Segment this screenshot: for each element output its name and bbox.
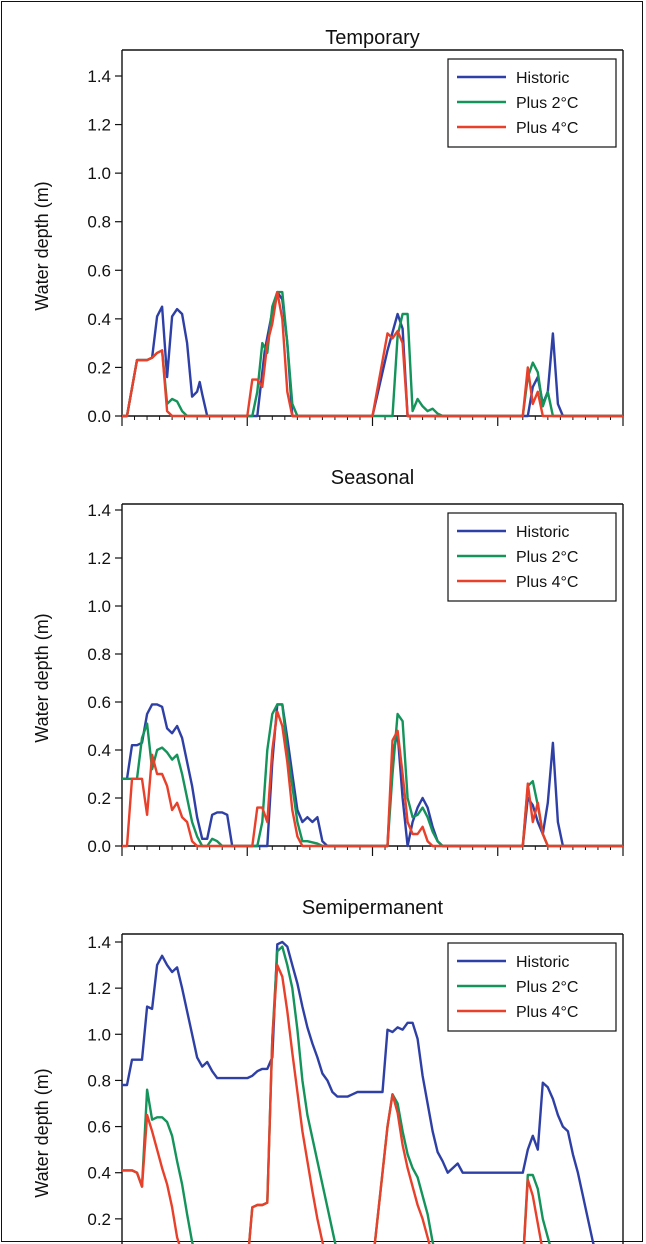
y-tick-label: 0.6	[87, 1118, 111, 1137]
series-group	[122, 940, 595, 1244]
legend: Historic Plus 2°C Plus 4°C	[447, 512, 617, 602]
y-axis-title: Water depth (m)	[32, 613, 52, 742]
y-tick-label: 0.0	[87, 407, 111, 426]
panel-title: Temporary	[325, 27, 419, 49]
series-group	[122, 703, 623, 848]
y-tick-label: 1.0	[87, 164, 111, 183]
legend-label-historic: Historic	[516, 954, 569, 971]
series-line-historic	[122, 940, 595, 1244]
panel-title: Seasonal	[331, 467, 414, 489]
series-line-plus2	[122, 290, 623, 418]
legend-label-plus4: Plus 4°C	[516, 120, 578, 137]
legend-label-plus2: Plus 2°C	[516, 979, 578, 996]
chart-panel-1: 0.0 0.2 0.4 0.6 0.8 1.0 1.2 1.4 Temporary Water d…	[32, 27, 624, 426]
y-tick-label: 1.2	[87, 979, 111, 998]
y-tick-label: 0.2	[87, 789, 111, 808]
series-line-plus2	[122, 945, 551, 1244]
y-tick-label: 1.0	[87, 597, 111, 616]
y-tick-label: 0.8	[87, 1071, 111, 1090]
series-line-plus4	[122, 963, 543, 1244]
series-line-plus4	[122, 710, 623, 848]
series-line-plus4	[122, 290, 623, 418]
panel-title: Semipermanent	[302, 897, 444, 919]
y-axis-title: Water depth (m)	[32, 1068, 52, 1197]
y-tick-label: 0.8	[87, 213, 111, 232]
series-group	[122, 290, 623, 418]
y-axis-title: Water depth (m)	[32, 181, 52, 310]
y-tick-label: 0.4	[87, 310, 111, 329]
legend-label-plus2: Plus 2°C	[516, 95, 578, 112]
y-tick-label: 1.4	[87, 501, 111, 520]
y-tick-label: 0.2	[87, 358, 111, 377]
y-tick-label: 0.4	[87, 741, 111, 760]
legend: Historic Plus 2°C Plus 4°C	[447, 942, 617, 1032]
y-tick-label: 1.4	[87, 933, 111, 952]
y-tick-label: 1.0	[87, 1025, 111, 1044]
legend-label-plus4: Plus 4°C	[516, 1004, 578, 1021]
y-tick-label: 0.8	[87, 645, 111, 664]
legend-label-plus2: Plus 2°C	[516, 549, 578, 566]
legend-label-historic: Historic	[516, 524, 569, 541]
series-line-historic	[122, 703, 623, 848]
y-tick-label: 0.0	[87, 837, 111, 856]
y-tick-label: 1.4	[87, 67, 111, 86]
y-tick-label: 0.6	[87, 261, 111, 280]
legend-label-plus4: Plus 4°C	[516, 574, 578, 591]
y-tick-label: 0.2	[87, 1210, 111, 1229]
y-tick-label: 1.2	[87, 549, 111, 568]
y-tick-label: 0.6	[87, 693, 111, 712]
legend: Historic Plus 2°C Plus 4°C	[447, 58, 617, 148]
series-line-plus2	[122, 703, 623, 848]
legend-label-historic: Historic	[516, 70, 569, 87]
y-tick-label: 1.2	[87, 116, 111, 135]
chart-panel-3: 0.2 0.4 0.6 0.8 1.0 1.2 1.4 Semipermanent Water …	[32, 897, 624, 1244]
chart-panel-2: 0.0 0.2 0.4 0.6 0.8 1.0 1.2 1.4 Seasonal Water de…	[32, 467, 624, 856]
y-tick-label: 0.4	[87, 1164, 111, 1183]
